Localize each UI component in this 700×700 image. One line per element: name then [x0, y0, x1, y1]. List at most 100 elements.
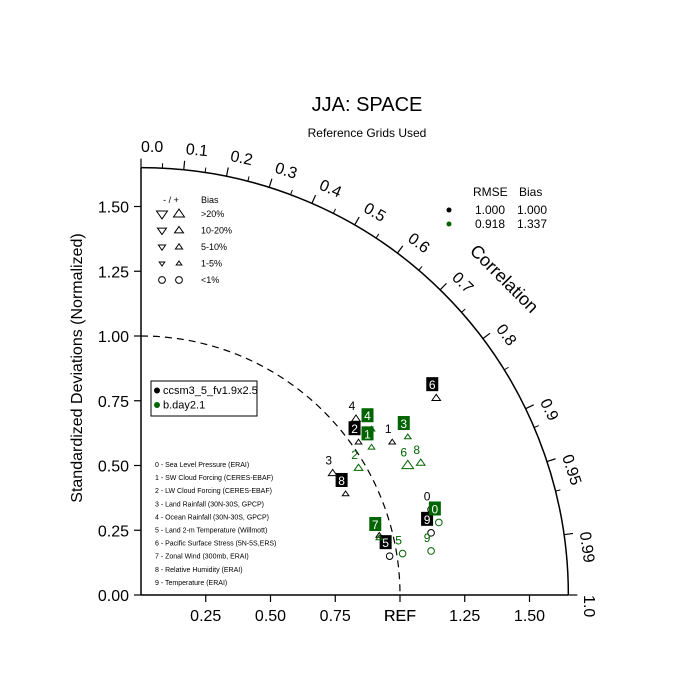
variable-list: 0 - Sea Level Pressure (ERAI) 1 - SW Clou… — [155, 462, 276, 587]
correlation-tick — [225, 167, 229, 177]
stats-row-rmse: 1.000 — [475, 203, 505, 217]
data-point-marker — [435, 518, 443, 527]
data-point: 0 — [428, 501, 443, 527]
data-point-label: 2 — [351, 422, 358, 436]
correlation-tick-label: 0.99 — [576, 531, 597, 564]
data-point-marker — [403, 433, 413, 440]
points-layer: 01234567890123456789 — [325, 377, 443, 560]
data-point: 6 — [400, 446, 415, 470]
data-point-marker — [367, 443, 376, 450]
data-point: 3 — [397, 416, 413, 440]
correlation-tick-label: 0.3 — [273, 160, 299, 183]
data-point: 5 — [395, 534, 407, 558]
data-point-marker — [401, 459, 415, 470]
data-point-label: 6 — [429, 378, 436, 392]
correlation-tick-label: 0.2 — [229, 148, 254, 169]
variable-list-item: 5 - Land 2-m Temperature (Willmott) — [155, 528, 267, 535]
bias-legend-down-marker — [157, 244, 167, 252]
correlation-minor-tick — [461, 308, 466, 313]
data-point: 4 — [361, 408, 376, 432]
chart-title: JJA: SPACE — [312, 94, 423, 116]
data-point-label-box — [426, 377, 439, 392]
data-point: 3 — [325, 453, 338, 477]
data-point-label-box — [361, 426, 374, 441]
correlation-tick — [311, 194, 317, 204]
data-point-marker — [385, 552, 394, 560]
data-point-label: 2 — [351, 448, 358, 462]
bias-legend-bias-header: Bias — [201, 195, 219, 205]
stats-row-bias: 1.337 — [517, 217, 547, 231]
correlation-tick-label: 0.8 — [492, 321, 519, 349]
data-point: 7 — [369, 517, 384, 541]
data-point-label: 8 — [413, 443, 420, 457]
variable-list-item: 9 - Temperature (ERAI) — [155, 580, 227, 587]
data-point: 2 — [351, 448, 364, 471]
correlation-tick — [525, 404, 534, 410]
bias-legend-down-marker — [156, 227, 168, 236]
correlation-minor-tick — [503, 366, 509, 371]
chart-subtitle: Reference Grids Used — [308, 126, 427, 140]
variable-list-item: 0 - Sea Level Pressure (ERAI) — [155, 462, 249, 469]
y-tick-label: 0.50 — [98, 459, 129, 476]
variable-list-item: 3 - Land Rainfall (30N-30S, GPCP) — [155, 501, 264, 508]
data-point: 5 — [379, 535, 394, 560]
stats-row-bias: 1.000 — [517, 203, 547, 217]
variable-list-item: 8 - Relative Humidity (ERAI) — [155, 567, 243, 574]
data-point-label: 7 — [372, 518, 379, 532]
correlation-tick — [546, 458, 556, 463]
correlation-tick-label: 0.0 — [141, 139, 163, 156]
data-point-marker — [415, 458, 426, 466]
model-legend-label: ccsm3_5_fv1.9x2.5 — [163, 385, 258, 397]
variable-list-item: 4 - Ocean Rainfall (30N-30S, GPCP) — [155, 514, 269, 521]
bias-legend: - / + Bias >20% 10-20% 5-10% 1-5% <1% — [155, 195, 232, 285]
data-point: 9 — [424, 531, 435, 555]
data-point-marker — [427, 547, 435, 555]
bias-legend-up-marker — [174, 242, 184, 250]
ref-label: REF — [384, 608, 416, 625]
data-point-marker — [375, 534, 384, 541]
correlation-tick-label: 0.6 — [404, 230, 432, 257]
x-tick-label: 0.50 — [255, 608, 286, 625]
correlation-arc — [140, 166, 570, 596]
data-point-label-box — [361, 408, 374, 423]
data-point-marker — [341, 490, 350, 497]
correlation-minor-tick — [204, 167, 207, 173]
data-point-label: 3 — [325, 453, 332, 467]
data-point-marker — [327, 468, 338, 477]
bias-legend-down-marker — [158, 261, 166, 267]
data-point-label: 9 — [424, 513, 431, 527]
data-point: 2 — [348, 421, 363, 445]
x-tick-label: 1.25 — [449, 608, 480, 625]
bias-legend-row-label: <1% — [201, 275, 219, 285]
correlation-minor-tick — [418, 266, 423, 271]
bias-legend-row-label: 5-10% — [201, 242, 227, 252]
data-point-label: 1 — [364, 427, 371, 441]
correlation-tick — [439, 282, 447, 291]
bias-legend-up-marker — [173, 225, 185, 234]
model-legend: ccsm3_5_fv1.9x2.5 b.day2.1 — [150, 380, 258, 417]
data-point-label-box — [428, 501, 441, 516]
data-point-label: 4 — [349, 399, 356, 413]
data-point-label-box — [348, 421, 361, 436]
x-tick-label: 1.50 — [514, 608, 545, 625]
data-point-label: 6 — [400, 446, 407, 460]
correlation-minor-tick — [290, 189, 293, 195]
variable-list-item: 6 - Pacific Surface Stress (5N-5S,ERS) — [155, 541, 276, 548]
y-tick-label: 0.75 — [98, 394, 129, 411]
data-point-marker — [387, 438, 397, 445]
stats-row-dot — [446, 207, 452, 213]
data-point-label-box — [335, 472, 348, 487]
model-legend-dot — [154, 402, 160, 408]
model-legend-label: b.day2.1 — [163, 400, 205, 412]
data-point: 1 — [361, 426, 376, 450]
y-tick-label: 0.25 — [98, 523, 129, 540]
y-tick-label: 1.25 — [98, 264, 129, 281]
data-point-label: 0 — [424, 490, 431, 504]
correlation-minor-tick — [332, 208, 337, 214]
bias-legend-circle-marker — [158, 276, 166, 284]
data-point-marker — [350, 414, 362, 422]
correlation-tick — [396, 245, 404, 254]
data-point-label: 8 — [338, 474, 345, 488]
